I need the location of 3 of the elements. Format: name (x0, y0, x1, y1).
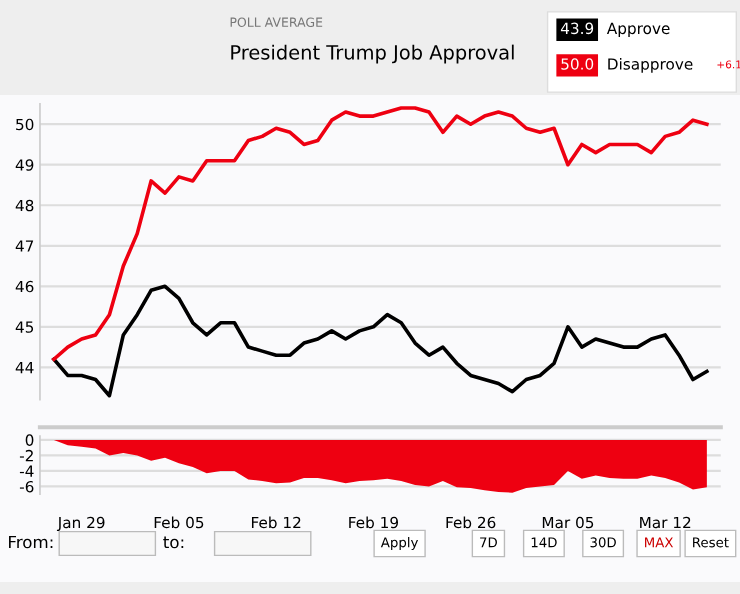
chart-title: President Trump Job Approval (231, 44, 514, 64)
text: From: (9, 535, 53, 549)
text: to: (163, 536, 184, 549)
